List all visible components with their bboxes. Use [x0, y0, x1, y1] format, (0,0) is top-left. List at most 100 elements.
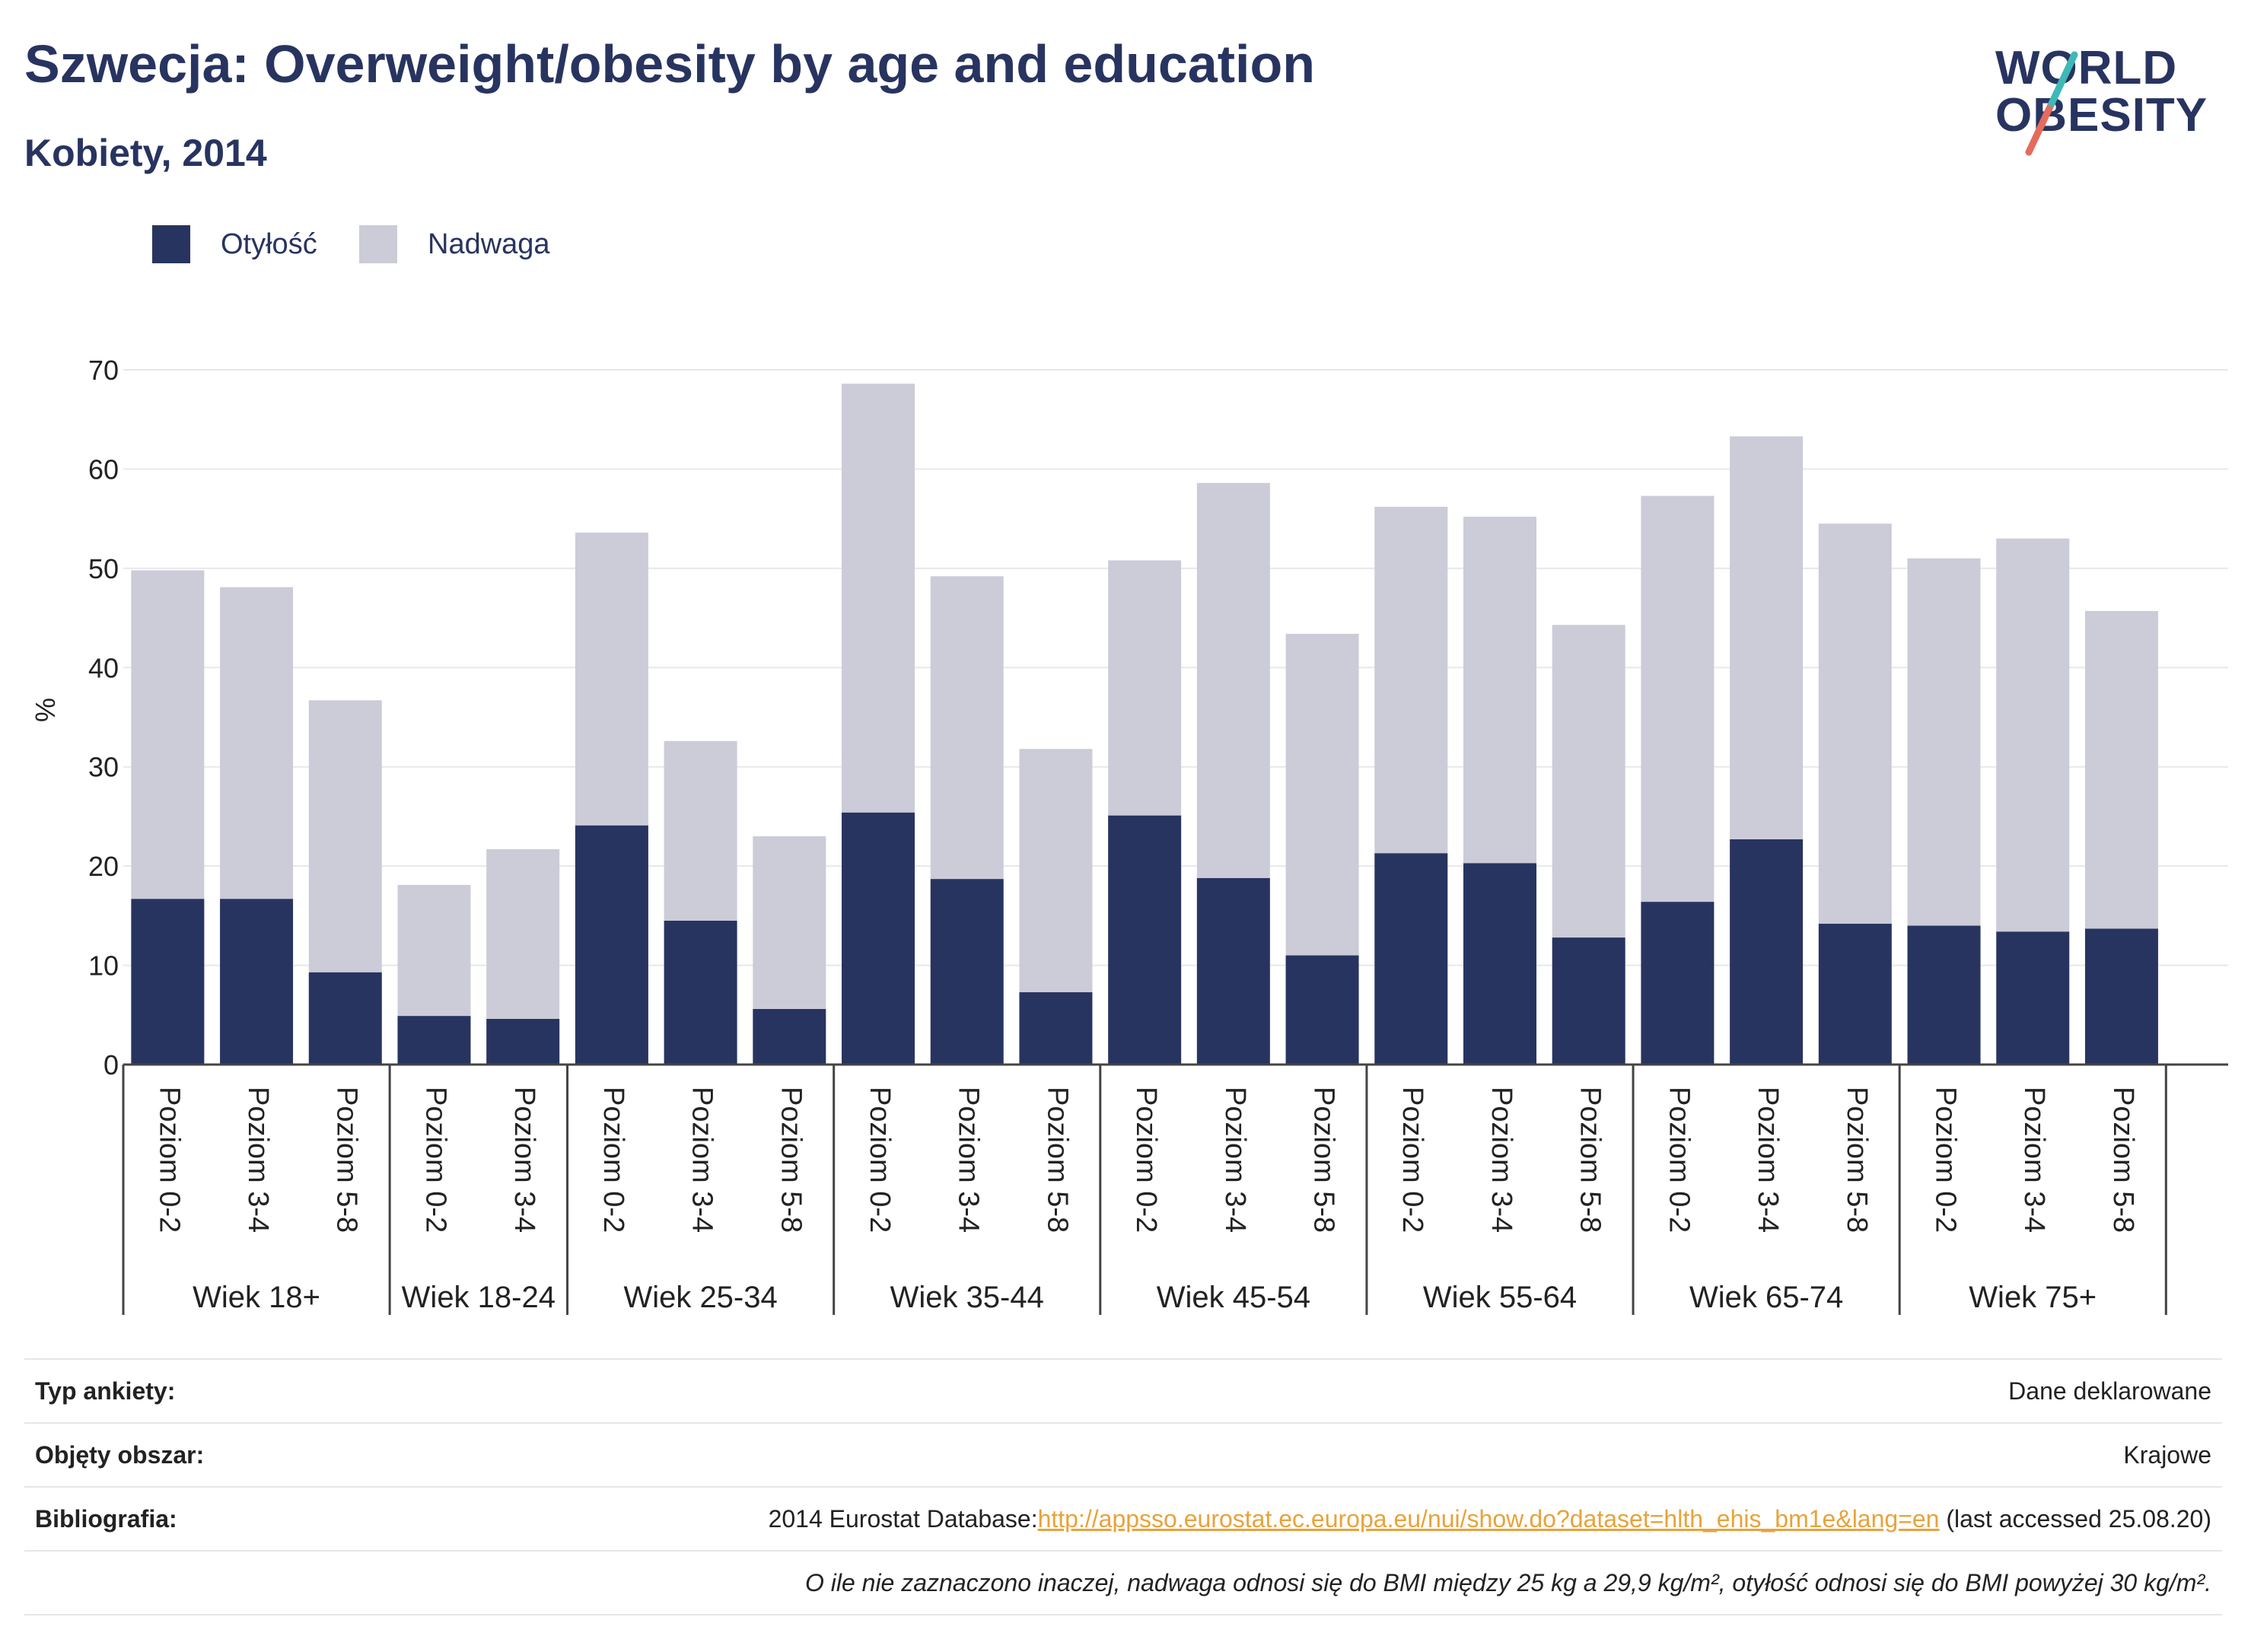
x-group-label: Wiek 35-44: [890, 1281, 1044, 1314]
bar-overweight: [220, 587, 294, 899]
chart-footer: Typ ankiety: Dane deklarowane Objęty obs…: [24, 1358, 2222, 1615]
bar-overweight: [1108, 560, 1182, 816]
legend-label-obesity: Otyłość: [221, 228, 317, 260]
bar-overweight: [753, 836, 826, 1009]
x-group-label: Wiek 45-54: [1157, 1281, 1310, 1314]
bar-obesity: [1996, 931, 2070, 1065]
bar-overweight: [486, 848, 560, 1020]
stacked-bar-chart: 0 10 20 30 40 50 60 70% Poziom 0-2 Poziom 3-4 Pozi…: [30, 355, 2228, 1315]
bibliography-label: Bibliografia:: [35, 1504, 177, 1533]
bar-overweight: [1463, 517, 1536, 864]
bar-obesity: [1019, 992, 1093, 1065]
y-axis-label: %: [30, 698, 61, 722]
legend-swatch-overweight: [359, 225, 397, 263]
chart-subtitle: Kobiety, 2014: [24, 132, 267, 174]
x-category-label: Poziom 5-8: [331, 1087, 363, 1233]
x-category-label: Poziom 0-2: [153, 1087, 185, 1233]
bar-obesity: [1818, 923, 1892, 1065]
bar-obesity: [753, 1008, 826, 1065]
bar-obesity: [2084, 928, 2158, 1065]
chart-title: Szwecja: Overweight/obesity by age and e…: [24, 34, 1315, 94]
x-group-label: Wiek 25-34: [623, 1281, 777, 1314]
coverage-label: Objęty obszar:: [35, 1440, 205, 1469]
x-category-label: Poziom 0-2: [864, 1087, 896, 1233]
x-category-label: Poziom 0-2: [1663, 1087, 1695, 1233]
x-category-label: Poziom 3-4: [1485, 1087, 1517, 1233]
bar-overweight: [397, 884, 471, 1017]
bar-overweight: [131, 570, 205, 899]
bar-obesity: [308, 972, 382, 1065]
x-group-label: Wiek 65-74: [1689, 1281, 1843, 1314]
logo-line-1: WORLD: [1995, 42, 2178, 94]
legend-item-obesity[interactable]: Otyłość: [152, 225, 317, 263]
x-category-label: Poziom 3-4: [2018, 1087, 2050, 1233]
bar-obesity: [397, 1016, 471, 1065]
y-tick-label: 10: [88, 950, 119, 982]
logo-line-2: OBESITY: [1995, 89, 2208, 142]
y-tick-label: 0: [103, 1049, 119, 1081]
y-tick-label: 70: [88, 355, 119, 386]
bibliography-link[interactable]: http://appsso.eurostat.ec.europa.eu/nui/…: [1037, 1504, 1940, 1533]
bar-overweight: [664, 740, 737, 921]
bar-obesity: [131, 899, 205, 1065]
footer-row-note: O ile nie zaznaczono inaczej, nadwaga od…: [24, 1550, 2222, 1615]
bar-overweight: [2084, 610, 2158, 929]
bar-overweight: [1019, 749, 1093, 992]
bar-obesity: [1196, 877, 1270, 1065]
legend-label-overweight: Nadwaga: [428, 228, 550, 260]
y-tick-label: 20: [88, 851, 119, 882]
x-group-label: Wiek 18+: [193, 1281, 320, 1314]
y-tick-label: 40: [88, 652, 119, 683]
x-category-label: Poziom 5-8: [1841, 1087, 1873, 1233]
x-category-label: Poziom 0-2: [419, 1087, 451, 1233]
bar-overweight: [575, 532, 648, 826]
bibliography-value: 2014 Eurostat Database:http://appsso.eur…: [769, 1505, 2222, 1533]
bar-obesity: [575, 825, 648, 1065]
bar-obesity: [220, 899, 294, 1065]
y-tick-label: 50: [88, 553, 119, 584]
bar-overweight: [1552, 625, 1625, 938]
survey-type-value: Dane deklarowane: [2008, 1377, 2211, 1405]
x-category-label: Poziom 3-4: [953, 1087, 985, 1233]
bibliography-prefix: 2014 Eurostat Database:: [768, 1504, 1038, 1533]
footer-row-area: Objęty obszar: Krajowe: [24, 1422, 2222, 1486]
x-group-label: Wiek 55-64: [1423, 1281, 1577, 1314]
bar-obesity: [1463, 863, 1536, 1065]
bar-obesity: [1374, 853, 1448, 1065]
x-category-label: Poziom 5-8: [1308, 1087, 1340, 1233]
bar-overweight: [1641, 495, 1715, 902]
bar-obesity: [1907, 925, 1981, 1065]
bar-obesity: [664, 920, 737, 1065]
x-category-label: Poziom 5-8: [775, 1087, 807, 1233]
world-obesity-logo[interactable]: WORLD OBESITY: [1986, 38, 2237, 160]
bar-obesity: [1730, 839, 1804, 1065]
x-category-label: Poziom 0-2: [1130, 1087, 1162, 1233]
x-category-label: Poziom 3-4: [1219, 1087, 1251, 1233]
bar-overweight: [1374, 506, 1448, 854]
bar-obesity: [1552, 937, 1625, 1065]
x-category-label: Poziom 0-2: [1930, 1087, 1962, 1233]
footer-row-survey: Typ ankiety: Dane deklarowane: [24, 1358, 2222, 1422]
bar-obesity: [1108, 815, 1182, 1065]
coverage-value: Krajowe: [2123, 1440, 2211, 1469]
legend-item-overweight[interactable]: Nadwaga: [359, 225, 550, 263]
definition-note: O ile nie zaznaczono inaczej, nadwaga od…: [804, 1568, 2211, 1596]
x-category-label: Poziom 5-8: [2107, 1087, 2139, 1233]
bar-obesity: [486, 1019, 560, 1065]
y-tick-label: 60: [88, 454, 119, 485]
bar-overweight: [1730, 436, 1804, 839]
footer-row-bibliography: Bibliografia: 2014 Eurostat Database:htt…: [24, 1486, 2222, 1550]
x-category-label: Poziom 3-4: [686, 1087, 718, 1233]
x-category-label: Poziom 0-2: [597, 1087, 629, 1233]
bibliography-suffix: (last accessed 25.08.20): [1939, 1504, 2211, 1533]
x-category-label: Poziom 3-4: [508, 1087, 540, 1233]
bar-overweight: [1196, 482, 1270, 878]
bar-obesity: [842, 812, 915, 1065]
bar-overweight: [308, 700, 382, 972]
bar-obesity: [930, 879, 1004, 1065]
bar-overweight: [1907, 558, 1981, 926]
y-tick-label: 30: [88, 752, 119, 783]
bar-overweight: [1818, 524, 1892, 924]
x-group-label: Wiek 18-24: [402, 1281, 556, 1314]
bar-obesity: [1285, 955, 1359, 1065]
